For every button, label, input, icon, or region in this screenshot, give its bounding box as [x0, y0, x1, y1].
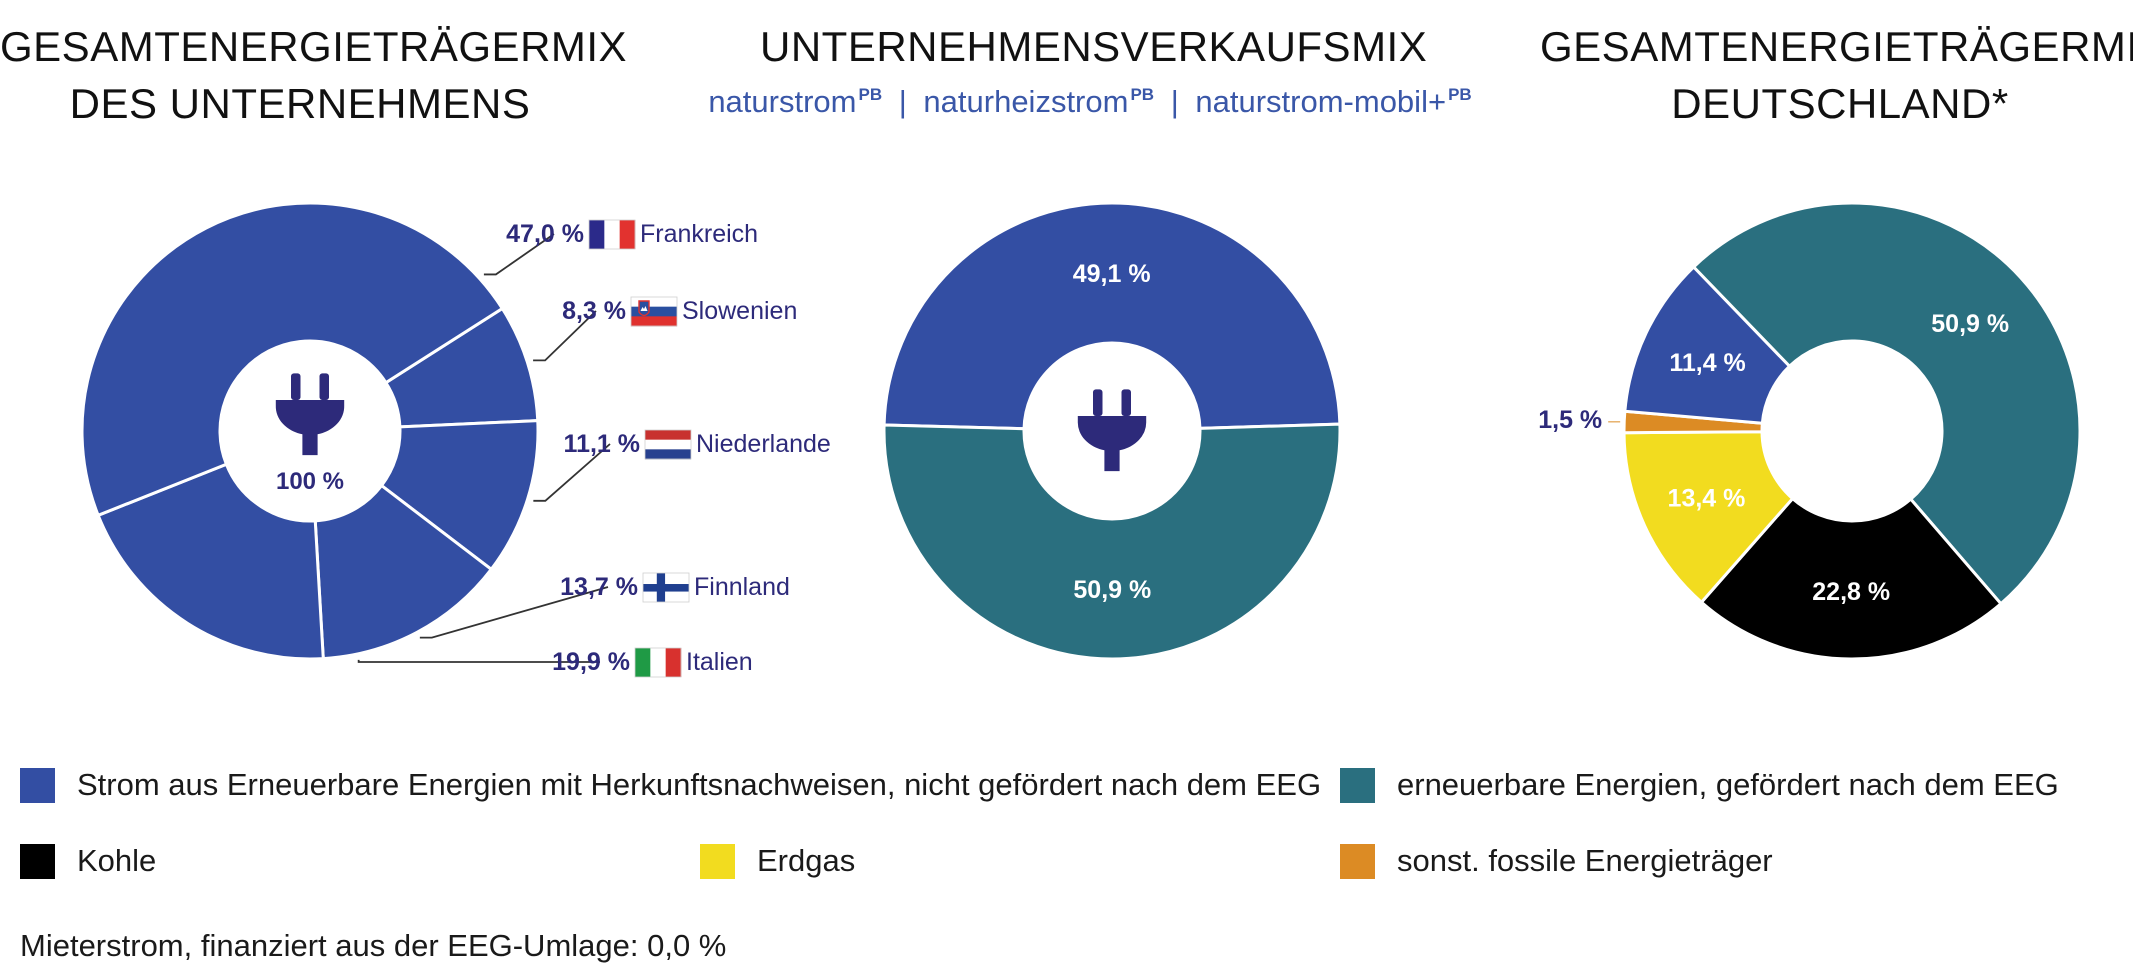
legend-item-gas: Erdgas — [700, 843, 855, 879]
power-plug-icon — [1077, 389, 1147, 472]
footnote: Mieterstrom, finanziert aus der EEG-Umla… — [20, 928, 727, 963]
country-label: Niederlande — [696, 430, 831, 458]
legend-swatch — [700, 843, 735, 879]
flag-italy-icon — [634, 647, 682, 678]
slice-value-label: 1,5 % — [1538, 406, 1602, 434]
pie-slice — [1699, 496, 2003, 661]
product-sup: PB — [1448, 85, 1472, 104]
chart-title-sales-mix: UNTERNEHMENSVERKAUFSMIX — [760, 18, 1428, 75]
product-sup: PB — [858, 85, 883, 104]
slice-value-label: 22,8 % — [1812, 578, 1890, 606]
callout-line — [419, 586, 609, 639]
product-separator: | — [898, 84, 907, 119]
chart-title-company-mix: GESAMTENERGIETRÄGERMIX DES UNTERNEHMENS — [0, 18, 628, 132]
country-label: Frankreich — [640, 220, 758, 248]
country-label: Italien — [686, 648, 753, 676]
chart-title-germany-mix: GESAMTENERGIETRÄGERMIX DEUTSCHLAND* — [1540, 18, 2133, 132]
callout-line — [533, 443, 611, 502]
pie-slice — [882, 422, 1342, 661]
product-name: naturstrom-mobil+ — [1195, 84, 1447, 119]
power-plug-icon — [275, 373, 345, 456]
pie-slice-niederlande — [379, 419, 540, 572]
callout-line — [533, 310, 597, 362]
legend-label: erneuerbare Energien, gefördert nach dem… — [1397, 767, 2059, 802]
charts-canvas: 100 % 47,0 % Frankreich 8,3 % Slowenien 11,1 … — [80, 201, 2082, 678]
product-name: naturheizstrom — [923, 84, 1129, 119]
flag-france-icon — [588, 219, 636, 250]
pie-slice — [1623, 264, 1792, 425]
legend-label: Strom aus Erneuerbare Energien mit Herku… — [77, 767, 1322, 802]
legend-swatch — [20, 767, 55, 803]
callout-line — [357, 659, 600, 663]
legend-label: Erdgas — [757, 843, 856, 878]
slice-value-label: 50,9 % — [1073, 576, 1151, 604]
legend-item-coal: Kohle — [20, 843, 156, 879]
slice-value-label: 49,1 % — [1073, 260, 1151, 288]
slice-value-label: 8,3 % — [562, 297, 626, 325]
legend-swatch — [20, 843, 55, 879]
legend-label: sonst. fossile Energieträger — [1397, 843, 1773, 878]
legend-label: Kohle — [77, 843, 157, 878]
product-separator: | — [1170, 84, 1179, 119]
pie-slice-frankreich — [80, 201, 505, 518]
legend-item-other-fossil: sonst. fossile Energieträger — [1340, 843, 1773, 879]
flag-slovenia-icon — [630, 296, 678, 327]
pie-slice — [1691, 201, 2082, 606]
legend-swatch — [1340, 843, 1375, 879]
chart-title-line: DEUTSCHLAND* — [1671, 80, 2009, 127]
chart-title-line: GESAMTENERGIETRÄGERMIX — [1540, 23, 2133, 70]
product-sup: PB — [1130, 85, 1155, 104]
slice-value-label: 47,0 % — [506, 220, 584, 248]
pie-slice-italien — [96, 462, 325, 661]
legend-swatch — [1340, 767, 1375, 803]
product-list: naturstrom PB | naturheizstrom PB | naturs… — [700, 84, 1480, 120]
slice-value-label: 13,7 % — [560, 573, 638, 601]
chart-title-line: UNTERNEHMENSVERKAUFSMIX — [760, 23, 1428, 70]
country-label: Finnland — [694, 573, 790, 601]
pie-slice — [882, 201, 1342, 431]
center-label: 100 % — [276, 468, 344, 495]
slice-value-label: 13,4 % — [1668, 485, 1746, 513]
callout-line — [483, 233, 555, 276]
pie-slice-finnland — [313, 483, 494, 661]
product-name: naturstrom — [708, 84, 857, 119]
legend-item-certified-renewables: Strom aus Erneuerbare Energien mit Herku… — [20, 767, 1321, 803]
pie-slice — [1622, 430, 1795, 605]
flag-finland-icon — [642, 572, 690, 603]
country-label: Slowenien — [682, 297, 797, 325]
flag-netherlands-icon — [644, 429, 692, 460]
slice-value-label: 11,1 % — [564, 430, 640, 458]
chart-title-line: DES UNTERNEHMENS — [69, 80, 531, 127]
legend-item-eeg-renewables: erneuerbare Energien, gefördert nach dem… — [1340, 767, 2059, 803]
chart-title-line: GESAMTENERGIETRÄGERMIX — [0, 23, 628, 70]
slice-value-label: 11,4 % — [1669, 349, 1745, 377]
slice-value-label: 19,9 % — [552, 648, 630, 676]
slice-value-label: 50,9 % — [1931, 310, 2009, 338]
